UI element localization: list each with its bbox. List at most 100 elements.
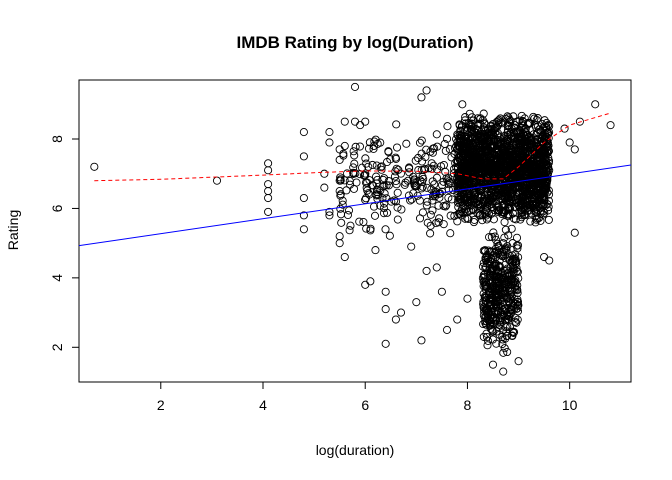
data-point [540, 208, 549, 217]
data-point [508, 327, 517, 336]
y-tick-label: 8 [49, 135, 65, 143]
data-point [325, 207, 334, 216]
x-tick-label: 10 [562, 397, 578, 413]
data-point [545, 256, 554, 265]
data-point [351, 142, 360, 151]
data-point [483, 125, 492, 134]
data-point [512, 117, 521, 126]
data-point [454, 203, 463, 212]
data-point [500, 218, 509, 227]
data-point [492, 303, 501, 312]
data-point [409, 177, 418, 186]
data-point [299, 211, 308, 220]
data-point [483, 134, 492, 143]
data-point [361, 194, 370, 203]
data-point [299, 225, 308, 234]
data-point [459, 201, 468, 210]
data-point [339, 149, 348, 158]
data-point [444, 193, 453, 202]
data-point [372, 161, 381, 170]
data-point [483, 269, 492, 278]
data-point [489, 228, 498, 237]
data-point [485, 288, 494, 297]
data-point [499, 326, 508, 335]
data-point [466, 206, 476, 215]
data-point [459, 144, 468, 153]
data-point [504, 231, 513, 240]
data-point [343, 169, 352, 178]
data-point [521, 124, 530, 133]
data-point [336, 190, 345, 199]
data-point [439, 220, 448, 229]
data-point [530, 114, 539, 123]
data-point [415, 138, 425, 147]
data-point [477, 176, 486, 185]
fit-lines [79, 112, 631, 247]
data-point [466, 135, 475, 144]
data-point [376, 138, 385, 147]
data-point [503, 134, 512, 143]
data-point [381, 305, 390, 314]
data-point [503, 112, 512, 121]
data-point [350, 159, 359, 168]
data-point [392, 180, 401, 189]
data-point [465, 120, 474, 129]
data-point [381, 287, 390, 296]
data-point [426, 229, 435, 238]
data-point [476, 202, 485, 211]
data-point [521, 201, 530, 210]
data-point [484, 125, 493, 134]
linear-fit-line [79, 164, 631, 247]
data-point [521, 128, 530, 137]
chart-title: IMDB Rating by log(Duration) [236, 33, 473, 52]
data-point [340, 117, 349, 126]
data-point [443, 134, 452, 143]
data-point [359, 217, 368, 227]
data-point [439, 202, 448, 211]
data-point [453, 156, 463, 166]
x-tick-label: 2 [157, 397, 165, 413]
data-point [364, 162, 373, 171]
data-point [379, 209, 389, 218]
data-point [422, 266, 431, 275]
data-point [361, 280, 370, 289]
data-point [485, 247, 495, 256]
data-point [482, 296, 491, 305]
data-point [481, 311, 490, 321]
data-point [379, 175, 388, 184]
data-point [514, 357, 523, 366]
data-point [514, 167, 523, 177]
smooth-fit-line [94, 112, 611, 182]
data-point [384, 147, 393, 157]
data-point [345, 226, 354, 235]
data-point [513, 307, 523, 316]
data-point [560, 124, 569, 133]
data-point [432, 165, 442, 174]
data-point [339, 151, 348, 160]
data-point [344, 206, 354, 215]
y-axis: 2 4 6 8 [49, 135, 79, 351]
data-point [497, 275, 506, 284]
data-point [264, 207, 273, 216]
x-tick-label: 8 [464, 397, 472, 413]
data-point [507, 280, 516, 290]
data-point [391, 315, 400, 324]
data-point [482, 211, 491, 220]
data-point [423, 197, 432, 206]
data-point [522, 141, 531, 150]
data-point [411, 156, 420, 165]
data-point [494, 243, 503, 252]
data-point [492, 339, 501, 348]
data-point [393, 203, 402, 212]
data-point [544, 202, 553, 212]
data-point [212, 176, 222, 185]
data-point [532, 131, 541, 140]
data-point [350, 82, 360, 91]
data-point [299, 152, 308, 161]
data-point [540, 195, 549, 205]
data-point [264, 187, 273, 196]
data-point [432, 263, 441, 272]
data-point [340, 141, 349, 151]
data-point [437, 287, 446, 296]
data-point [479, 277, 488, 286]
